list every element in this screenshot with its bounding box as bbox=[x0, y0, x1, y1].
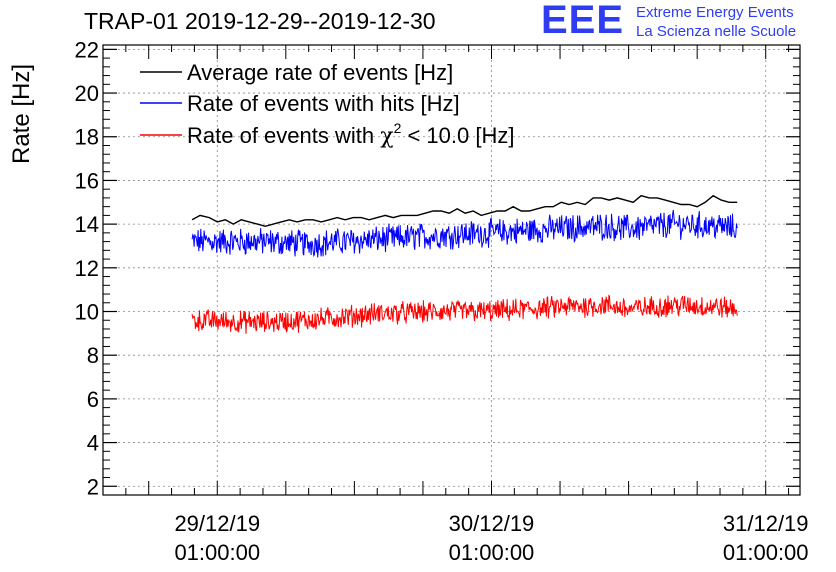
x-tick-date: 30/12/19 bbox=[449, 511, 535, 536]
y-tick-label: 12 bbox=[75, 256, 99, 281]
logo-subtitle-line2: La Scienza nelle Scuole bbox=[636, 23, 797, 40]
series-rate-with-hits bbox=[191, 210, 738, 258]
y-tick-label: 16 bbox=[75, 168, 99, 193]
series-average-rate bbox=[191, 194, 738, 228]
y-tick-label: 10 bbox=[75, 300, 99, 325]
y-tick-label: 14 bbox=[75, 212, 99, 237]
legend-superscript: 2 bbox=[394, 120, 402, 136]
axis-ticks: 2 4 6 8 10 12 14 16 18 20 22 29/12/19 01:00:00 30/12/… bbox=[75, 37, 809, 565]
series-rate-chi2 bbox=[191, 294, 738, 334]
y-tick-label: 20 bbox=[75, 81, 99, 106]
y-tick-label: 6 bbox=[87, 387, 99, 412]
chart-title: TRAP-01 2019-12-29--2019-12-30 bbox=[84, 8, 436, 34]
y-tick-label: 4 bbox=[87, 431, 99, 456]
legend-label: Rate of events with hits [Hz] bbox=[187, 91, 460, 116]
x-tick-date: 31/12/19 bbox=[723, 511, 809, 536]
y-tick-label: 8 bbox=[87, 343, 99, 368]
y-axis-label: Rate [Hz] bbox=[8, 63, 35, 164]
x-tick-time: 01:00:00 bbox=[723, 540, 809, 565]
legend-suffix: < 10.0 [Hz] bbox=[401, 123, 514, 148]
legend-label: Average rate of events [Hz] bbox=[187, 60, 453, 85]
legend-chi-symbol: χ bbox=[380, 124, 393, 149]
series-average-line bbox=[191, 194, 738, 228]
x-tick-date: 29/12/19 bbox=[174, 511, 260, 536]
legend-label: Rate of events with χ2 < 10.0 [Hz] bbox=[187, 120, 514, 149]
x-tick-time: 01:00:00 bbox=[449, 540, 535, 565]
plot-frame bbox=[102, 44, 801, 496]
series-hits-line bbox=[191, 210, 738, 258]
series-chi2-line bbox=[191, 294, 738, 334]
y-tick-label: 22 bbox=[75, 37, 99, 62]
x-tick-time: 01:00:00 bbox=[174, 540, 260, 565]
y-tick-label: 18 bbox=[75, 125, 99, 150]
legend: Average rate of events [Hz] Rate of event… bbox=[140, 60, 514, 149]
y-tick-label: 2 bbox=[87, 474, 99, 499]
logo-subtitle-line1: Extreme Energy Events bbox=[636, 4, 794, 21]
eee-logo: EEE bbox=[541, 0, 625, 42]
